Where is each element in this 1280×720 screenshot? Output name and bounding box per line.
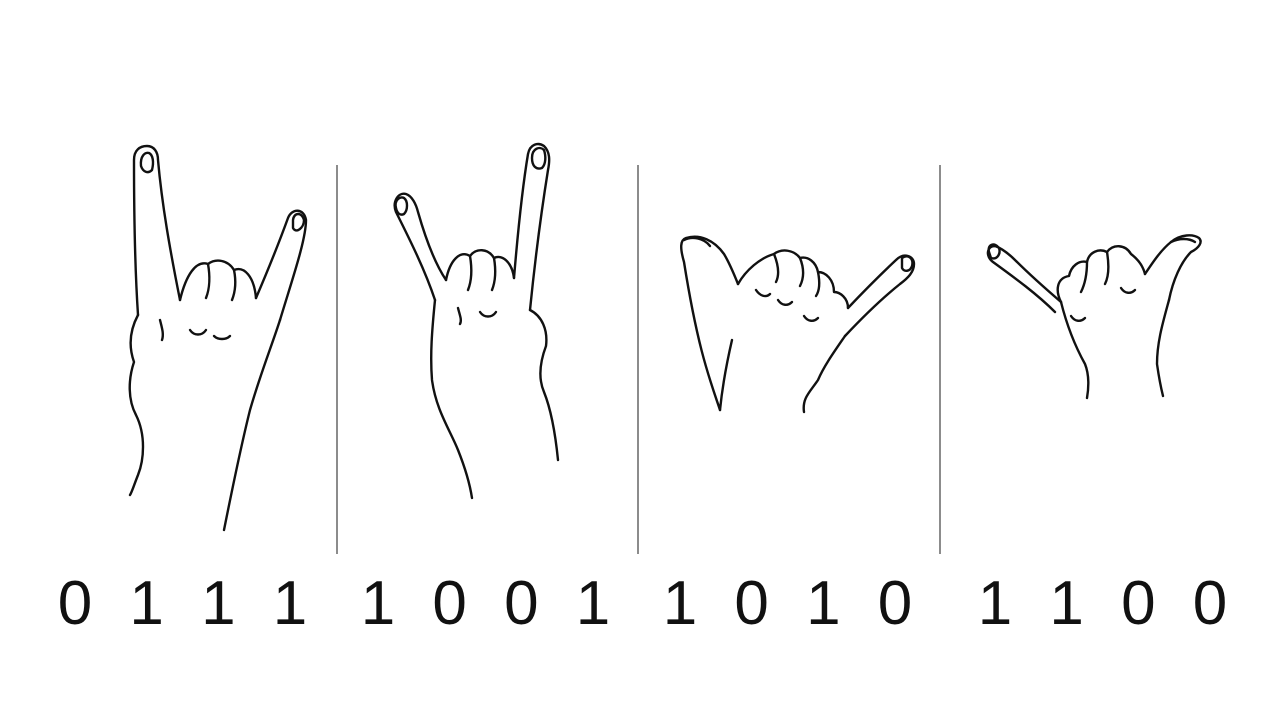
column-divider-3: [939, 165, 941, 554]
binary-code-4: 1 1 0 0: [975, 568, 1230, 640]
bit: 0: [504, 569, 539, 638]
bit: 1: [272, 569, 308, 638]
bit: 1: [575, 569, 611, 638]
shaka-hand-icon: [670, 130, 930, 550]
bit: 1: [806, 569, 841, 638]
bit: 0: [432, 569, 467, 638]
binary-code-2: 1 0 0 1: [358, 568, 613, 640]
bit: 1: [201, 569, 236, 638]
bit: 1: [1049, 569, 1084, 638]
bit: 0: [1192, 569, 1228, 638]
binary-code-1: 0 1 1 1: [55, 568, 310, 640]
bit: 1: [662, 569, 698, 638]
bit: 1: [977, 569, 1013, 638]
bit: 1: [129, 569, 164, 638]
rock-horns-hand-icon: [110, 130, 330, 550]
bit: 0: [57, 569, 93, 638]
shaka-hand-mirrored-icon: [975, 130, 1215, 550]
bit: 0: [1121, 569, 1156, 638]
bit: 1: [360, 569, 396, 638]
binary-code-3: 1 0 1 0: [660, 568, 915, 640]
bit: 0: [734, 569, 769, 638]
column-divider-2: [637, 165, 639, 554]
bit: 0: [877, 569, 913, 638]
column-divider-1: [336, 165, 338, 554]
rock-horns-hand-mirrored-icon: [380, 130, 580, 550]
